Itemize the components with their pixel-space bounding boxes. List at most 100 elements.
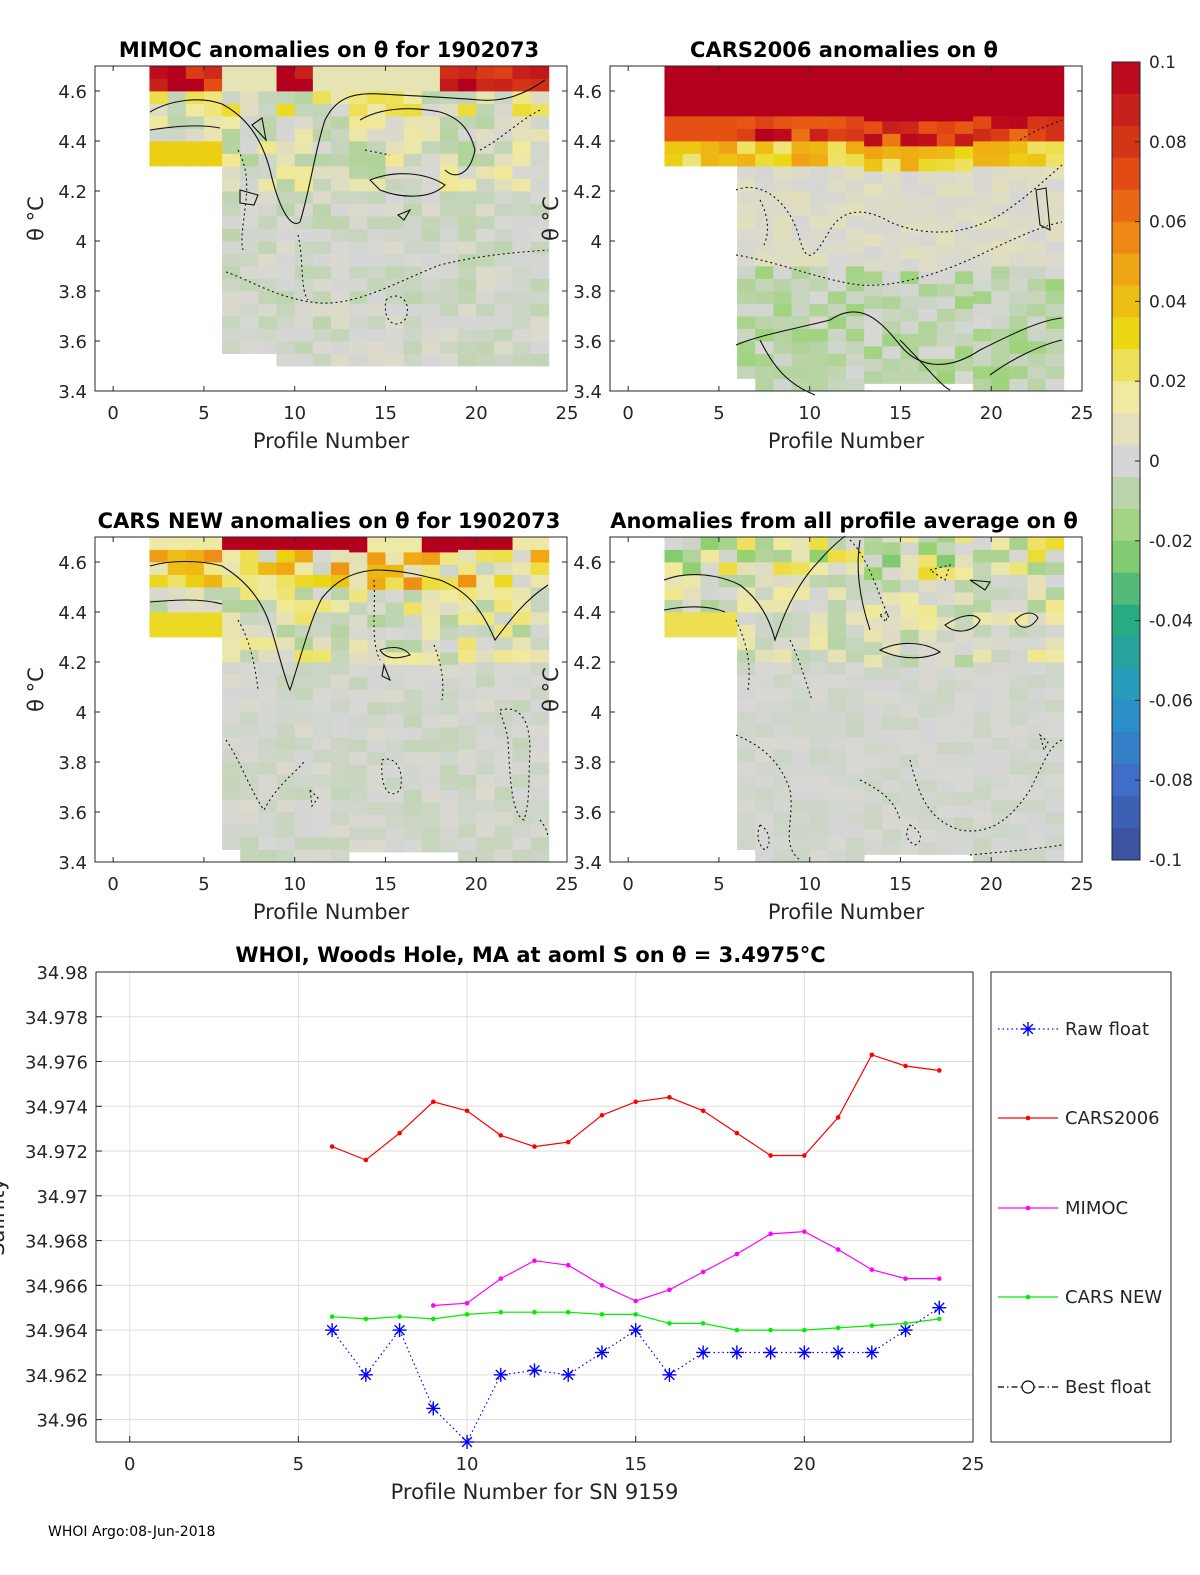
anomaly-cell: [918, 108, 938, 122]
anomaly-cell: [773, 241, 792, 254]
anomaly-cell: [439, 316, 459, 329]
anomaly-cell: [827, 378, 847, 392]
anomaly-cell: [439, 664, 459, 678]
anomaly-cell: [258, 812, 277, 825]
anomaly-cell: [755, 91, 774, 104]
anomaly-cell: [864, 667, 883, 680]
anomaly-cell: [240, 78, 259, 92]
anomaly-cell: [240, 203, 259, 217]
anomaly-cell: [954, 604, 974, 618]
anomaly-cell: [809, 724, 829, 738]
anomaly-cell: [882, 542, 901, 555]
anomaly-cell: [494, 737, 513, 750]
anomaly-cell: [331, 353, 350, 367]
anomaly-cell: [276, 687, 296, 700]
anomaly-cell: [294, 799, 314, 813]
anomaly-cell: [900, 146, 920, 159]
anomaly-cell: [458, 66, 477, 79]
anomaly-cell: [827, 749, 847, 763]
anomaly-cell: [458, 587, 477, 600]
anomaly-cell: [421, 341, 441, 354]
y-tick-label: 3.4: [573, 382, 602, 403]
anomaly-cell: [1045, 774, 1065, 788]
anomaly-cell: [276, 699, 296, 713]
anomaly-cell: [664, 549, 684, 563]
anomaly-cell: [791, 762, 811, 775]
anomaly-cell: [773, 849, 792, 863]
data-point-star: [932, 1300, 947, 1315]
anomaly-cell: [900, 579, 920, 593]
anomaly-cell: [682, 612, 702, 625]
anomaly-cell: [149, 141, 169, 154]
anomaly-cell: [367, 764, 386, 778]
anomaly-cell: [900, 158, 920, 172]
anomaly-cell: [331, 737, 350, 750]
anomaly-cell: [494, 787, 513, 800]
anomaly-cell: [276, 574, 296, 588]
x-axis-label: Profile Number: [768, 429, 925, 453]
anomaly-cell: [809, 216, 829, 229]
anomaly-cell: [458, 812, 477, 825]
anomaly-cell: [349, 153, 368, 167]
anomaly-cell: [827, 228, 847, 242]
anomaly-cell: [530, 91, 550, 104]
anomaly-cell: [664, 116, 684, 129]
anomaly-cell: [755, 66, 774, 79]
anomaly-cell: [367, 278, 386, 292]
anomaly-cell: [1027, 587, 1047, 600]
anomaly-cell: [276, 328, 296, 342]
anomaly-cell: [900, 283, 920, 297]
x-tick-label: 25: [556, 403, 579, 424]
anomaly-cell: [512, 649, 532, 663]
anomaly-cell: [954, 96, 974, 109]
anomaly-cell: [276, 624, 296, 638]
y-axis-label: θ °C: [539, 196, 563, 241]
anomaly-cell: [846, 787, 865, 800]
anomaly-cell: [755, 328, 774, 342]
anomaly-cell: [864, 221, 883, 234]
anomaly-cell: [809, 328, 829, 342]
anomaly-cell: [954, 208, 974, 222]
anomaly-cell: [494, 228, 513, 242]
anomaly-cell: [809, 574, 829, 588]
anomaly-cell: [882, 667, 901, 680]
anomaly-cell: [494, 687, 513, 700]
anomaly-cell: [349, 689, 368, 703]
anomaly-cell: [276, 66, 296, 79]
anomaly-cell: [312, 737, 332, 750]
anomaly-cell: [991, 353, 1010, 367]
anomaly-cell: [421, 802, 441, 815]
anomaly-cell: [331, 549, 350, 563]
anomaly-cell: [294, 166, 314, 179]
anomaly-cell: [512, 141, 532, 154]
anomaly-cell: [403, 141, 423, 154]
anomaly-cell: [512, 824, 532, 838]
anomaly-cell: [973, 316, 992, 329]
anomaly-cell: [458, 637, 477, 650]
anomaly-cell: [421, 689, 441, 703]
anomaly-cell: [421, 228, 441, 242]
anomaly-cell: [258, 216, 277, 229]
anomaly-cell: [973, 78, 992, 92]
anomaly-cell: [773, 278, 792, 292]
anomaly-cell: [458, 103, 477, 117]
anomaly-cell: [1027, 837, 1047, 850]
anomaly-cell: [882, 296, 901, 309]
anomaly-cell: [349, 652, 368, 665]
anomaly-cell: [294, 241, 314, 254]
anomaly-cell: [439, 777, 459, 790]
anomaly-cell: [973, 353, 992, 367]
anomaly-cell: [349, 216, 368, 229]
anomaly-cell: [1009, 849, 1028, 863]
anomaly-cell: [846, 712, 865, 725]
anomaly-cell: [476, 737, 495, 750]
anomaly-cell: [240, 699, 259, 713]
anomaly-cell: [809, 637, 829, 650]
anomaly-cell: [403, 341, 423, 354]
anomaly-cell: [167, 103, 187, 117]
anomaly-cell: [936, 842, 956, 855]
anomaly-cell: [973, 687, 992, 700]
anomaly-cell: [900, 308, 920, 322]
anomaly-cell: [954, 667, 974, 680]
anomaly-cell: [512, 599, 532, 613]
